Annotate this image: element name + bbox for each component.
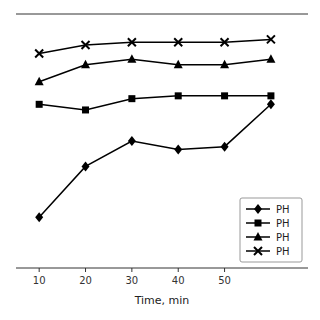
point — [267, 35, 275, 43]
x-tick — [178, 268, 179, 272]
series-line — [39, 39, 271, 53]
chart: 10 20 30 40 50 Time, min PH PH PH PH — [0, 0, 320, 320]
point — [82, 161, 90, 171]
series-line — [39, 59, 271, 82]
point — [267, 99, 275, 109]
x-tick — [85, 268, 86, 272]
legend-box — [240, 198, 302, 262]
point — [221, 142, 229, 152]
point — [221, 38, 229, 46]
plot-area — [35, 35, 276, 222]
point — [266, 54, 275, 63]
legend-marker — [255, 220, 262, 227]
point — [82, 106, 89, 113]
point — [127, 54, 136, 63]
point — [36, 101, 43, 108]
x-tick-label: 30 — [126, 275, 139, 286]
series — [35, 54, 276, 85]
point — [35, 50, 43, 58]
series-line — [39, 96, 271, 110]
legend-label: PH — [276, 232, 290, 243]
legend: PH PH PH PH — [240, 198, 302, 262]
series — [36, 92, 275, 113]
legend-marker — [254, 232, 263, 241]
point — [81, 60, 90, 69]
point — [220, 60, 229, 69]
series — [35, 35, 275, 57]
x-axis-line — [16, 268, 308, 269]
legend-marker — [254, 204, 262, 214]
point — [128, 136, 136, 146]
legend-label: PH — [276, 246, 290, 257]
x-tick-label: 40 — [172, 275, 185, 286]
point — [128, 38, 136, 46]
point — [174, 60, 183, 69]
point — [128, 95, 135, 102]
legend-label: PH — [276, 204, 290, 215]
x-axis-label: Time, min — [134, 294, 190, 307]
point — [221, 92, 228, 99]
point — [175, 92, 182, 99]
x-tick — [224, 268, 225, 272]
legend-marker — [254, 247, 262, 255]
x-tick-label: 20 — [79, 275, 92, 286]
series-line — [39, 104, 271, 217]
legend-label: PH — [276, 218, 290, 229]
point — [35, 212, 43, 222]
x-tick-label: 10 — [33, 275, 46, 286]
point — [35, 77, 44, 86]
point — [267, 92, 274, 99]
x-tick — [39, 268, 40, 272]
point — [82, 41, 90, 49]
top-axis-line — [16, 14, 308, 15]
x-tick — [131, 268, 132, 272]
point — [174, 38, 182, 46]
point — [174, 144, 182, 154]
series — [35, 99, 275, 222]
x-tick-label: 50 — [218, 275, 231, 286]
